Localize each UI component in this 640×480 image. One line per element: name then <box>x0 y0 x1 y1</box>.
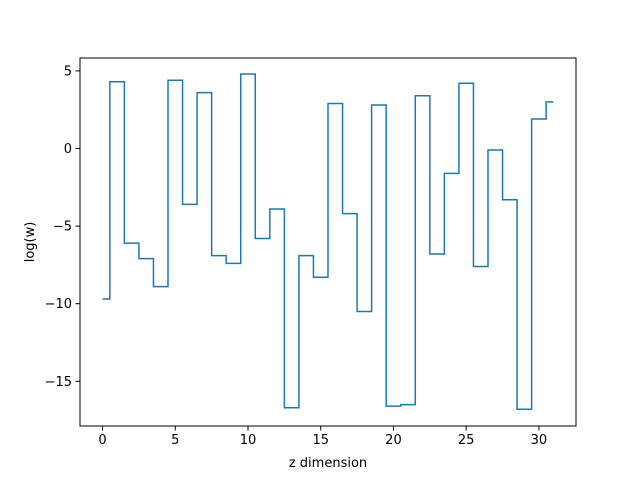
x-tick-label: 25 <box>458 433 475 448</box>
series-layer <box>102 73 554 410</box>
series-line-0 <box>102 73 554 410</box>
y-axis: 5 0 −5 −10 −15 <box>45 64 80 390</box>
x-tick-label: 0 <box>98 433 106 448</box>
y-tick-label: −15 <box>45 375 72 390</box>
x-tick-label: 15 <box>312 433 329 448</box>
y-tick-label: −5 <box>53 220 72 235</box>
x-tick-label: 10 <box>240 433 257 448</box>
y-tick-label: 5 <box>64 64 72 79</box>
y-tick-label: 0 <box>64 142 72 157</box>
x-axis-label: z dimension <box>289 456 367 471</box>
y-axis-label: log(w) <box>23 222 38 263</box>
x-tick-label: 30 <box>531 433 548 448</box>
x-tick-label: 5 <box>171 433 179 448</box>
plot-frame <box>79 57 577 427</box>
x-axis: 0 5 10 15 20 25 30 <box>98 426 547 448</box>
y-tick-label: −10 <box>45 297 72 312</box>
x-tick-label: 20 <box>385 433 402 448</box>
